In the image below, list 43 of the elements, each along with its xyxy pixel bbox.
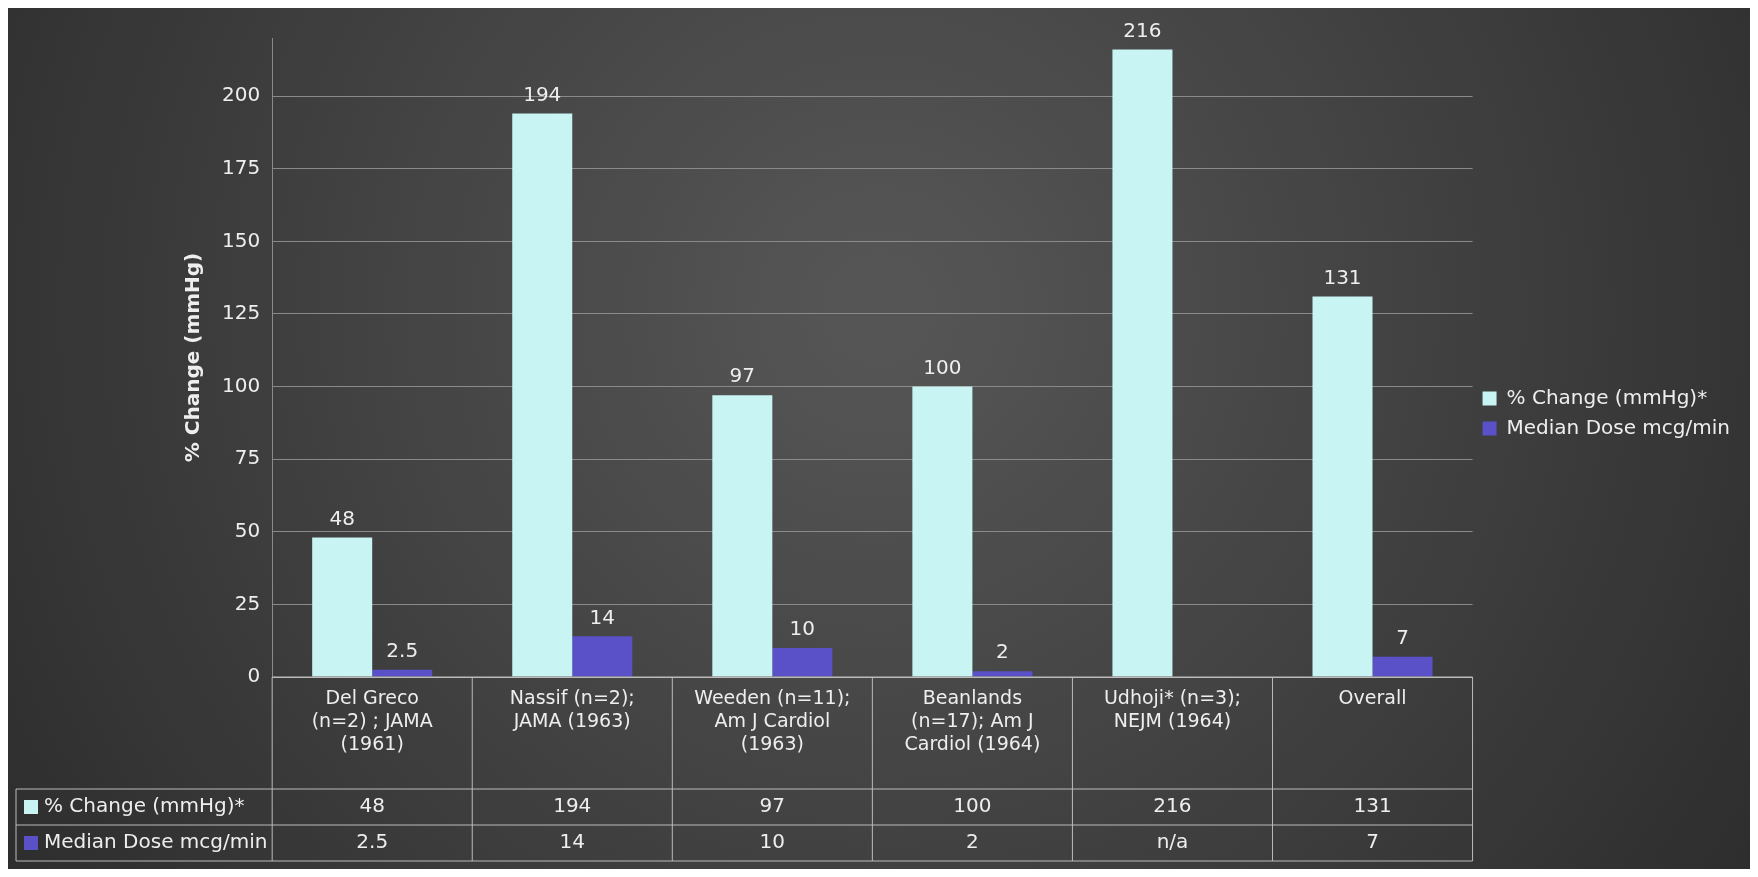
data-label: 194 (553, 793, 592, 818)
text: 131 (1323, 264, 1362, 289)
text: 7 (1396, 624, 1409, 649)
x-tick-label: Weeden (n=11); Am J Cardiol (1963) (694, 686, 851, 754)
text: Median Dose mcg/min (1506, 414, 1731, 439)
x-tick-label: Del Greco (n=2) ; JAMA (1961) (311, 686, 433, 754)
y-tick-label: 50 (234, 517, 261, 542)
y-tick-label: 100 (221, 372, 261, 397)
y-tick-label: 200 (221, 82, 261, 107)
y-tick-label: 175 (221, 154, 261, 179)
data-label: 2 (966, 829, 979, 854)
text: 2 (996, 639, 1009, 664)
legend-label: % Change (mmHg)* (1506, 384, 1708, 409)
x-tick-label: Beanlands (n=17); Am J Cardiol (1964) (904, 686, 1041, 754)
text: 10 (789, 616, 816, 641)
y-tick-label: 150 (221, 227, 261, 252)
x-tick-label: Udhoji* (n=3); NEJM (1964) (1103, 686, 1241, 732)
x-tick-label: Nassif (n=2); JAMA (1963) (509, 686, 635, 732)
text: 48 (329, 505, 355, 530)
data-label: 216 (1153, 793, 1192, 818)
text: 2.5 (386, 637, 419, 662)
text: 216 (1123, 17, 1162, 42)
text: % Change (mmHg)* (44, 793, 245, 818)
data-label: 2.5 (356, 829, 389, 854)
y-tick-label: 0 (247, 663, 261, 688)
y-tick-label: 75 (234, 445, 261, 470)
data-label: 131 (1353, 793, 1392, 818)
y-axis-title: % Change (mmHg) (180, 252, 205, 463)
legend-label: Median Dose mcg/min (44, 829, 268, 854)
text: 97 (729, 363, 756, 388)
data-label: 7 (1366, 829, 1379, 854)
data-label: 100 (953, 793, 992, 818)
text: 100 (923, 354, 962, 379)
data-label: 14 (559, 829, 585, 854)
x-tick-label: Overall (1338, 686, 1407, 709)
y-tick-label: 25 (234, 590, 261, 615)
data-label: 10 (759, 829, 786, 854)
data-label: 48 (359, 793, 385, 818)
text: 14 (589, 604, 615, 629)
text: n/a (1156, 829, 1189, 854)
text: 194 (523, 81, 562, 106)
y-tick-label: 125 (221, 300, 261, 325)
data-label: 97 (759, 793, 786, 818)
